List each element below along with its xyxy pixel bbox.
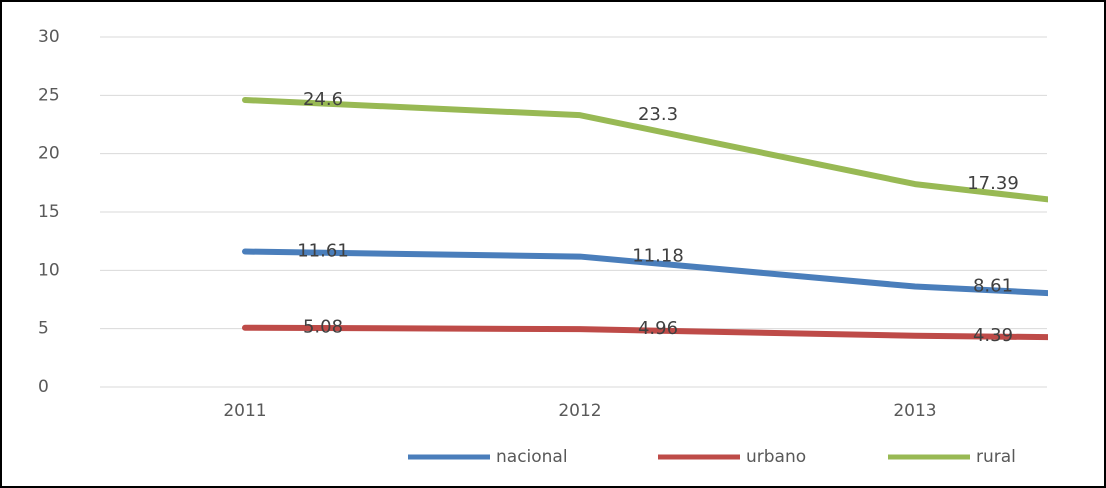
series-line	[242, 248, 1048, 297]
legend-label: urbano	[746, 447, 806, 467]
legend-label: nacional	[496, 447, 568, 467]
series-line	[242, 97, 1048, 203]
data-label: 23.3	[638, 104, 678, 125]
x-tick-label: 2012	[558, 401, 601, 421]
y-tick-label: 15	[38, 202, 60, 222]
y-tick-label: 20	[38, 144, 60, 164]
x-tick-label: 2013	[893, 401, 936, 421]
data-label: 11.61	[297, 241, 349, 262]
data-label: 17.39	[967, 173, 1019, 194]
data-label: 4.96	[638, 318, 678, 339]
y-tick-label: 30	[38, 27, 60, 47]
y-tick-label: 0	[38, 377, 49, 397]
y-tick-label: 10	[38, 260, 60, 280]
data-label: 8.61	[973, 276, 1013, 297]
series-line	[242, 324, 1048, 341]
data-label: 4.39	[973, 325, 1013, 346]
data-label: 11.18	[632, 246, 684, 267]
data-label: 5.08	[303, 317, 343, 338]
data-label: 24.6	[303, 89, 343, 110]
x-tick-label: 2011	[223, 401, 266, 421]
legend-label: rural	[976, 447, 1016, 467]
y-tick-label: 5	[38, 319, 49, 339]
y-tick-label: 25	[38, 85, 60, 105]
